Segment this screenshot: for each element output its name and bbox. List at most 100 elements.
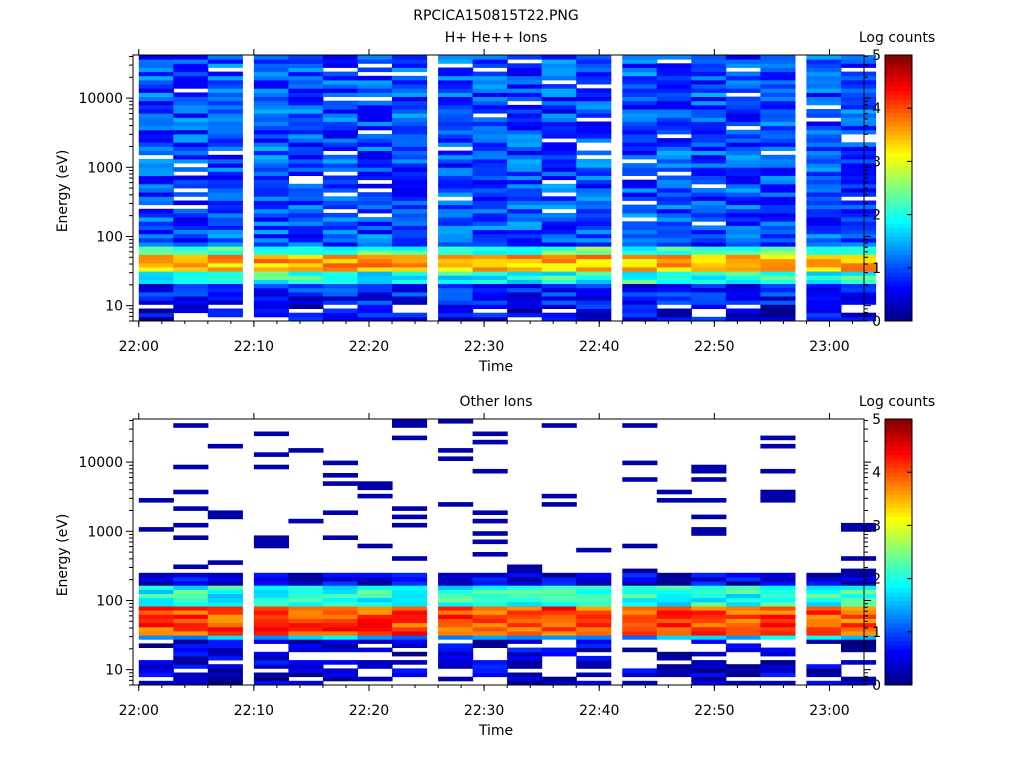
heatmap-cell (392, 275, 428, 280)
heatmap-cell (173, 154, 209, 160)
heatmap-cell (392, 601, 428, 607)
heatmap-cell (656, 179, 692, 185)
heatmap-cell (438, 287, 474, 293)
heatmap-cell (472, 597, 508, 603)
heatmap-cell (841, 250, 877, 255)
heatmap-cell (691, 267, 727, 272)
heatmap-cell (392, 618, 428, 624)
colorbar-segment (885, 543, 912, 549)
colorbar-segment (885, 653, 912, 659)
heatmap-cell (173, 589, 209, 594)
heatmap-cell (253, 312, 289, 318)
heatmap-cell (691, 150, 727, 156)
heatmap-cell (622, 631, 658, 636)
heatmap-cell (253, 67, 289, 73)
heatmap-cell (357, 258, 393, 264)
heatmap-cell (392, 254, 428, 260)
heatmap-cell (656, 606, 692, 611)
heatmap-cell (656, 84, 692, 89)
heatmap-cell (173, 129, 209, 135)
colorbar-segment (885, 139, 912, 145)
heatmap-cell (392, 150, 428, 156)
heatmap-cell (725, 572, 761, 578)
heatmap-cell (656, 142, 692, 147)
heatmap-cell (760, 304, 796, 309)
colorbar-frame (884, 54, 913, 322)
heatmap-cell (173, 651, 209, 657)
heatmap-cell (622, 167, 658, 172)
heatmap-cell (841, 55, 877, 60)
heatmap-cell (541, 304, 577, 309)
heatmap-cell (725, 275, 761, 280)
heatmap-cell (760, 651, 796, 657)
heatmap-cell (760, 606, 796, 611)
heatmap-cell (622, 233, 658, 239)
colorbar-segment (885, 245, 912, 251)
heatmap-cell (438, 75, 474, 81)
colorbar-segment (885, 676, 912, 682)
heatmap-cell (576, 275, 612, 280)
heatmap-cell (253, 572, 289, 578)
heatmap-cell (806, 138, 842, 143)
heatmap-cell (806, 626, 842, 632)
colorbar-segment (885, 59, 912, 65)
heatmap-cell (472, 312, 508, 318)
heatmap-cell (656, 287, 692, 293)
heatmap-cell (322, 55, 358, 60)
heatmap-cell (288, 204, 324, 210)
heatmap-cell (841, 660, 877, 665)
heatmap-cell (806, 96, 842, 102)
heatmap-cell (806, 217, 842, 222)
heatmap-cell (541, 601, 577, 607)
heatmap-cell (173, 618, 209, 624)
heatmap-cell (806, 246, 842, 251)
heatmap-cell (207, 208, 243, 214)
heatmap-cell (253, 431, 289, 437)
heatmap-cell (322, 626, 358, 632)
heatmap-cell (507, 146, 543, 151)
heatmap-cell (438, 225, 474, 230)
heatmap-cell (507, 196, 543, 201)
heatmap-cell (576, 96, 612, 102)
heatmap-cell (656, 192, 692, 197)
heatmap-cell (322, 84, 358, 89)
heatmap-cell (207, 510, 243, 515)
heatmap-cell (576, 229, 612, 235)
heatmap-cell (138, 188, 174, 193)
heatmap-cell (806, 92, 842, 97)
heatmap-cell (392, 125, 428, 131)
heatmap-cell (841, 287, 877, 293)
heatmap-cell (392, 556, 428, 561)
heatmap-cell (760, 254, 796, 260)
heatmap-cell (357, 481, 393, 486)
heatmap-cell (288, 233, 324, 239)
heatmap-cell (760, 250, 796, 255)
heatmap-cell (207, 258, 243, 264)
heatmap-cell (322, 647, 358, 653)
heatmap-cell (392, 296, 428, 301)
heatmap-cell (725, 626, 761, 632)
heatmap-cell (507, 71, 543, 77)
heatmap-cell (253, 635, 289, 640)
heatmap-cell (472, 635, 508, 640)
heatmap-cell (841, 581, 877, 586)
heatmap-cell (622, 192, 658, 197)
heatmap-cell (725, 79, 761, 85)
heatmap-cell (288, 316, 324, 322)
heatmap-cell (622, 229, 658, 235)
heatmap-cell (841, 113, 877, 118)
heatmap-cell (541, 100, 577, 106)
heatmap-cell (507, 568, 543, 574)
heatmap-cell (576, 163, 612, 168)
heatmap-cell (322, 175, 358, 181)
heatmap-cell (173, 179, 209, 185)
heatmap-cell (392, 283, 428, 289)
colorbar-segment (885, 103, 912, 109)
heatmap-cell (472, 439, 508, 445)
colorbar-segment (885, 77, 912, 83)
heatmap-cell (357, 262, 393, 268)
heatmap-cell (138, 104, 174, 110)
heatmap-cell (691, 104, 727, 110)
heatmap-cell (173, 597, 209, 603)
heatmap-cell (841, 109, 877, 114)
